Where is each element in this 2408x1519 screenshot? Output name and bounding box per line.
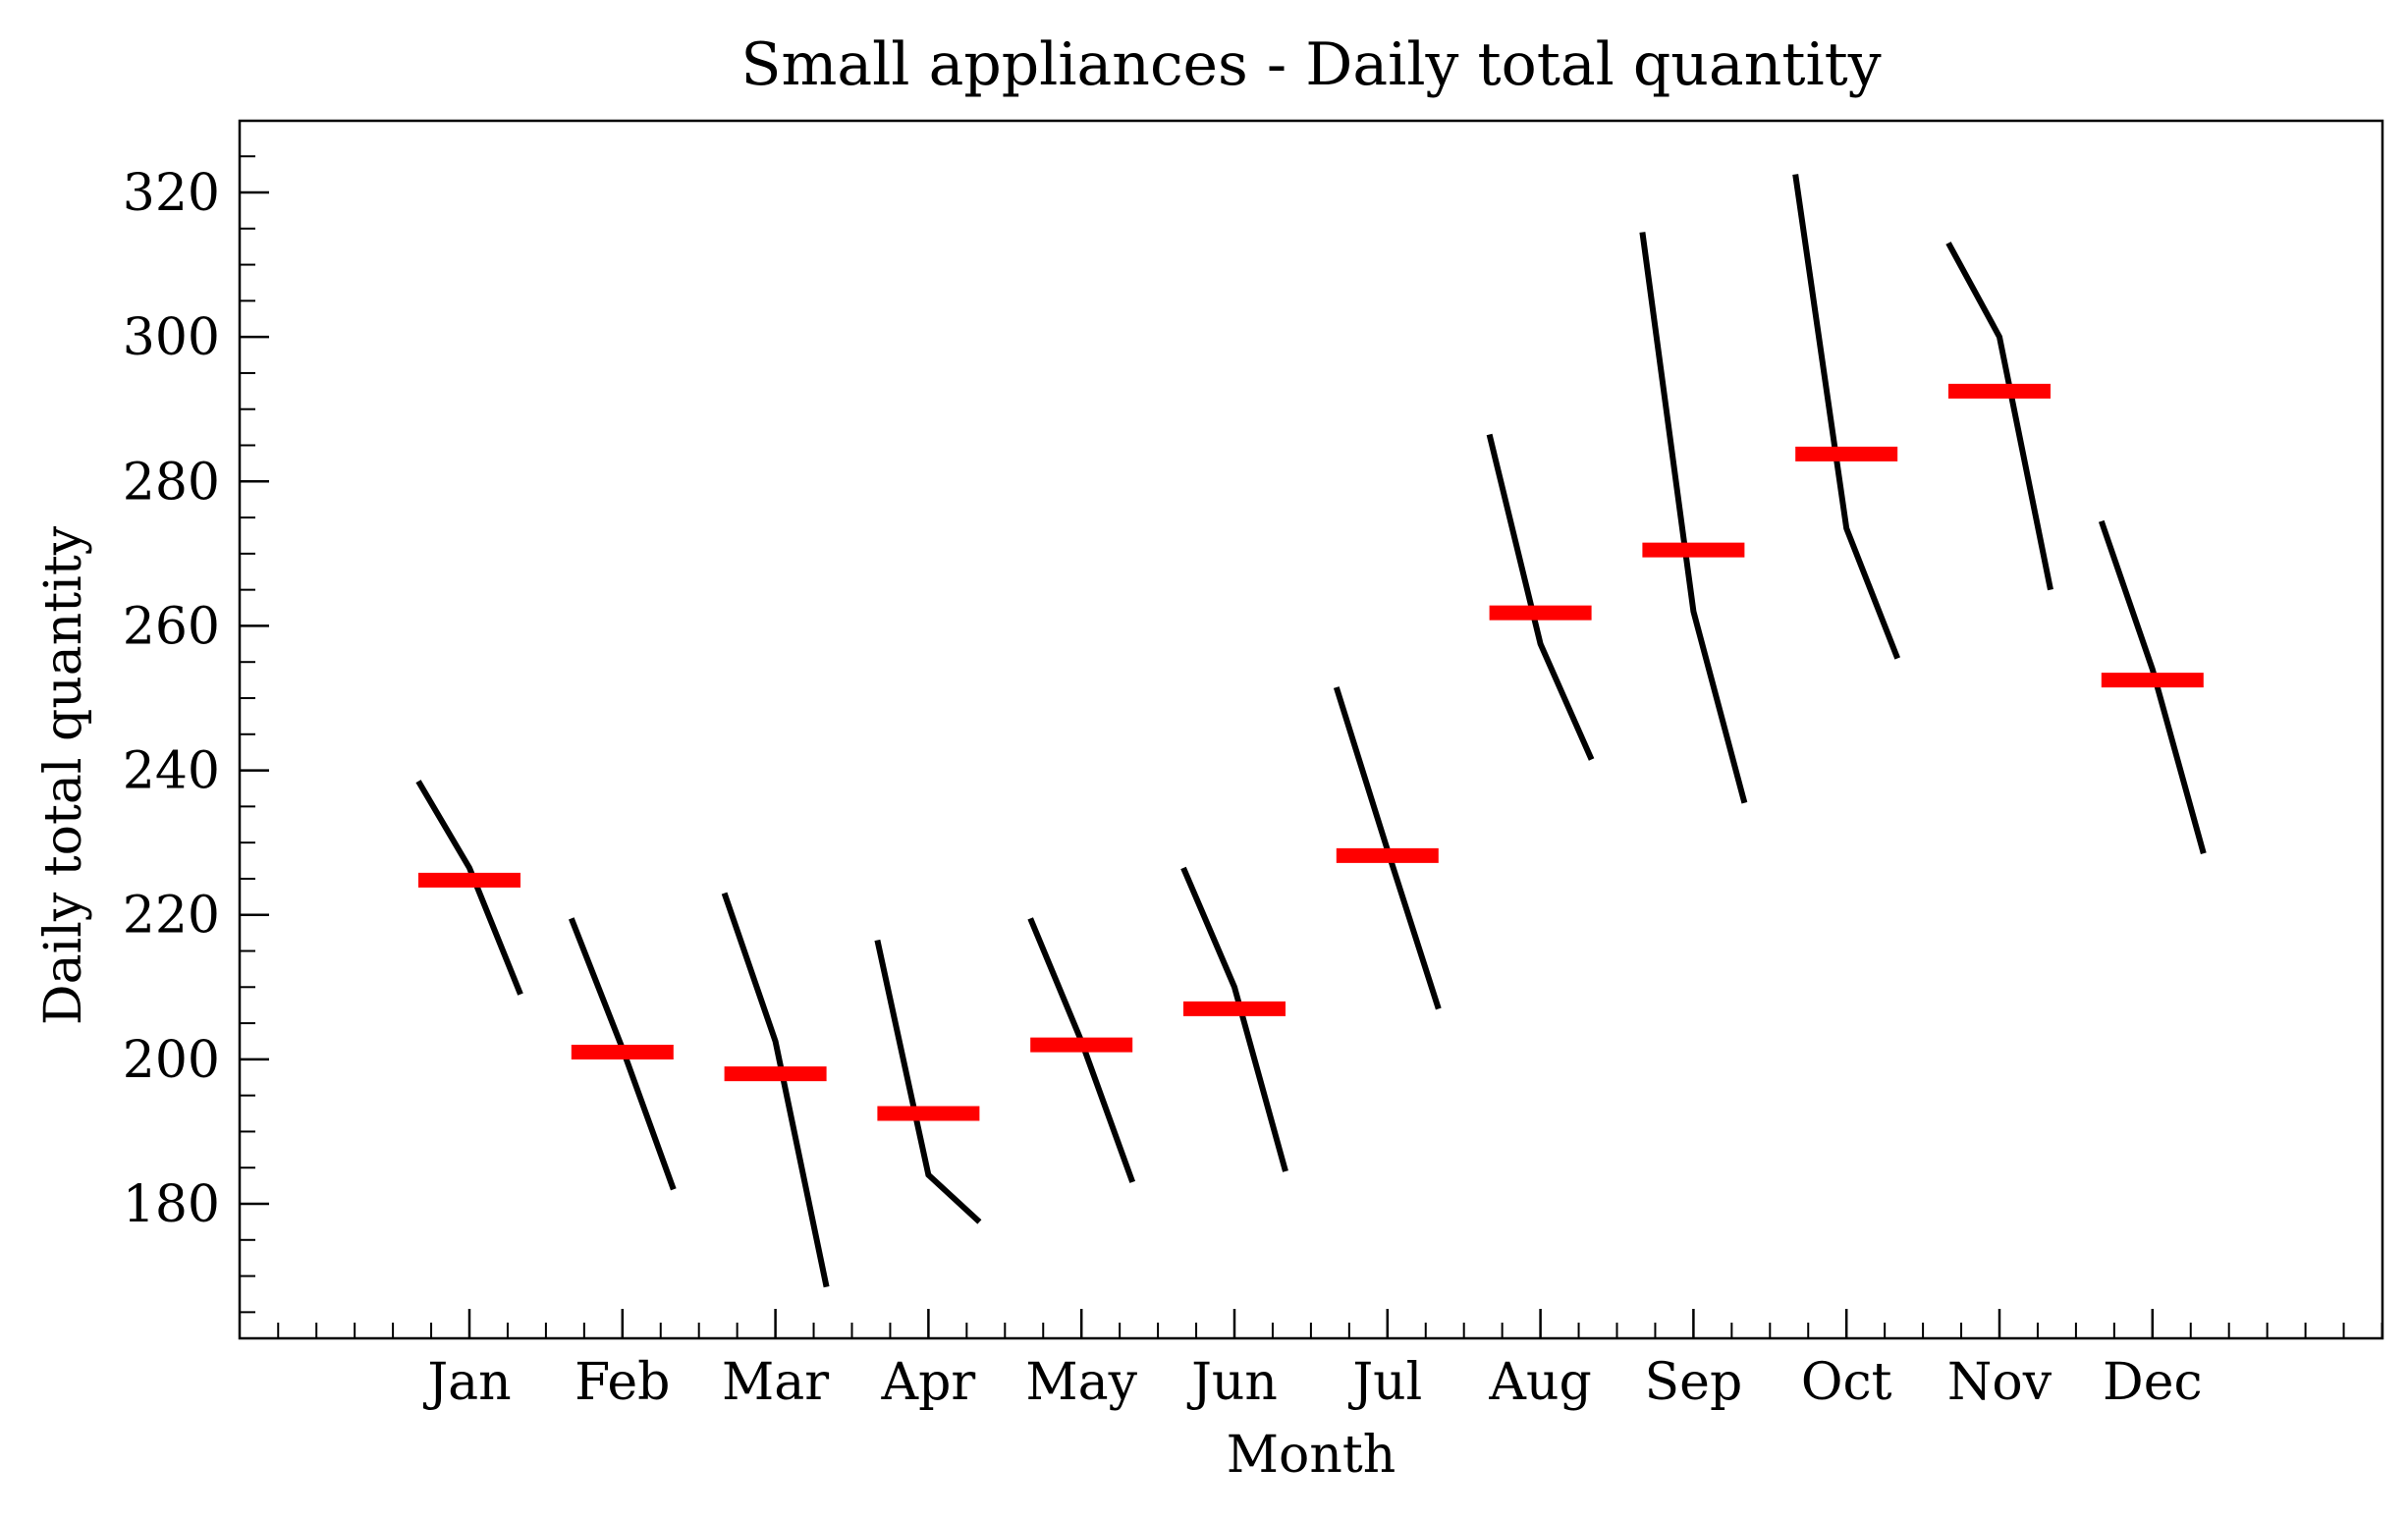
x-tick-label: Mar: [722, 1353, 829, 1412]
subseries-line-nov: [1945, 242, 2053, 591]
y-tick-label: 280: [123, 453, 220, 512]
y-tick-label: 200: [123, 1031, 220, 1090]
x-tick-label: Feb: [575, 1353, 670, 1412]
x-tick-label: Apr: [881, 1353, 976, 1412]
plot-area: Jan Feb Mar Apr May Jun Jul Aug Sep Oct Nov Dec 180 2…: [123, 155, 2383, 1412]
subseries-line-apr: [874, 939, 982, 1224]
subseries-line-jan: [415, 780, 523, 996]
y-tick-label: 320: [123, 164, 220, 223]
x-tick-label: Jan: [422, 1353, 511, 1412]
chart-title: Small appliances - Daily total quantity: [740, 30, 1881, 99]
x-axis-label: Month: [1227, 1426, 1396, 1485]
x-tick-label: May: [1025, 1353, 1137, 1412]
y-tick-label: 240: [123, 742, 220, 801]
x-tick-label: Jun: [1186, 1353, 1278, 1412]
subseries-line-jul: [1333, 686, 1442, 1010]
y-tick-label: 220: [123, 887, 220, 946]
subseries-line-jun: [1180, 866, 1288, 1172]
y-axis-label: Daily total quantity: [34, 525, 93, 1025]
subseries-line-oct: [1792, 174, 1900, 660]
x-tick-label: Dec: [2103, 1353, 2203, 1412]
x-tick-label: Sep: [1645, 1353, 1743, 1412]
x-tick-label: Oct: [1801, 1353, 1892, 1412]
x-tick-label: Aug: [1488, 1353, 1591, 1412]
y-tick-label: 260: [123, 597, 220, 656]
plot-frame: [238, 119, 2384, 1340]
y-tick-label: 300: [123, 308, 220, 367]
subseries-line-sep: [1639, 232, 1748, 804]
x-tick-label: Jul: [1347, 1353, 1422, 1412]
x-tick-label: Nov: [1947, 1353, 2052, 1412]
subseries-line-dec: [2098, 519, 2207, 855]
subseries-line-mar: [721, 892, 830, 1288]
y-tick-label: 180: [123, 1175, 220, 1234]
subseries-line-aug: [1486, 433, 1595, 761]
